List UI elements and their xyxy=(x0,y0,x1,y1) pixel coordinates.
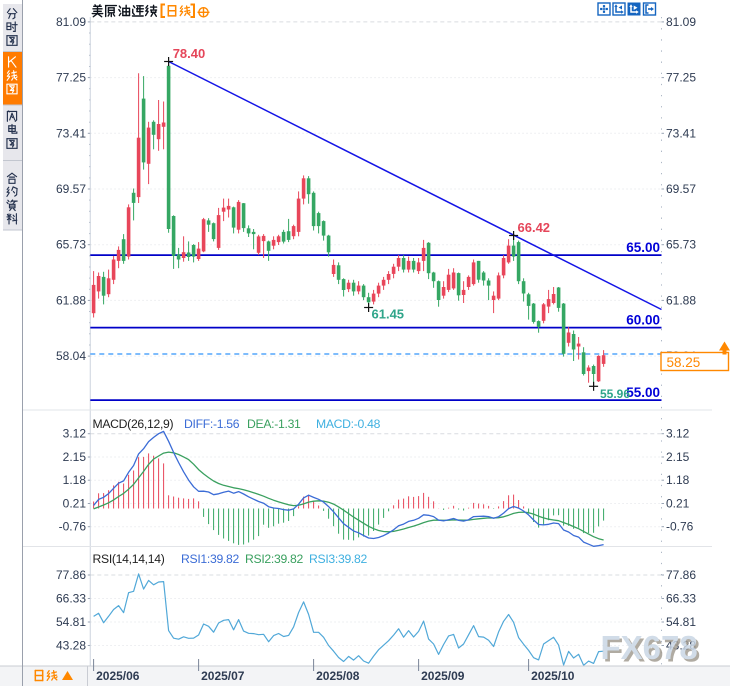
svg-text:FX678: FX678 xyxy=(601,629,698,666)
svg-text:1.18: 1.18 xyxy=(666,473,690,487)
svg-text:73.41: 73.41 xyxy=(56,126,86,140)
svg-text:43.28: 43.28 xyxy=(56,639,86,653)
svg-text:RSI1:39.82: RSI1:39.82 xyxy=(181,552,240,566)
svg-text:DEA:-1.31: DEA:-1.31 xyxy=(247,417,301,431)
svg-text:65.73: 65.73 xyxy=(666,238,696,252)
svg-text:-0.76: -0.76 xyxy=(666,520,694,534)
svg-text:77.86: 77.86 xyxy=(56,568,86,582)
svg-text:58.04: 58.04 xyxy=(56,349,86,363)
svg-text:54.81: 54.81 xyxy=(666,615,696,629)
svg-text:77.25: 77.25 xyxy=(56,71,86,85)
svg-text:66.33: 66.33 xyxy=(56,592,86,606)
svg-text:2.15: 2.15 xyxy=(63,450,87,464)
svg-text:0.21: 0.21 xyxy=(63,497,87,511)
svg-text:DIFF:-1.56: DIFF:-1.56 xyxy=(184,417,240,431)
svg-text:55.96: 55.96 xyxy=(600,387,630,401)
svg-text:77.86: 77.86 xyxy=(666,568,696,582)
svg-text:0.21: 0.21 xyxy=(666,497,690,511)
svg-text:2025/09: 2025/09 xyxy=(421,669,465,683)
svg-text:MACD:-0.48: MACD:-0.48 xyxy=(316,417,381,431)
svg-text:61.45: 61.45 xyxy=(372,307,405,322)
svg-text:2025/07: 2025/07 xyxy=(201,669,245,683)
svg-text:RSI3:39.82: RSI3:39.82 xyxy=(309,552,368,566)
svg-text:MACD(26,12,9): MACD(26,12,9) xyxy=(93,417,174,431)
svg-text:1.18: 1.18 xyxy=(63,473,87,487)
svg-text:78.40: 78.40 xyxy=(173,46,206,61)
svg-text:RSI2:39.82: RSI2:39.82 xyxy=(245,552,304,566)
svg-text:65.73: 65.73 xyxy=(56,238,86,252)
svg-text:3.12: 3.12 xyxy=(63,427,87,441)
svg-text:3.12: 3.12 xyxy=(666,427,690,441)
svg-text:-0.76: -0.76 xyxy=(59,520,87,534)
svg-text:RSI(14,14,14): RSI(14,14,14) xyxy=(93,552,165,566)
svg-text:81.09: 81.09 xyxy=(56,15,86,29)
svg-text:43.28: 43.28 xyxy=(666,639,696,653)
svg-text:55.00: 55.00 xyxy=(626,385,660,400)
svg-text:73.41: 73.41 xyxy=(666,126,696,140)
svg-text:66.33: 66.33 xyxy=(666,592,696,606)
svg-text:69.57: 69.57 xyxy=(56,182,86,196)
svg-text:61.88: 61.88 xyxy=(56,293,86,307)
svg-text:60.00: 60.00 xyxy=(626,313,660,328)
svg-text:2025/06: 2025/06 xyxy=(96,669,140,683)
svg-text:58.25: 58.25 xyxy=(667,355,701,370)
svg-text:2025/10: 2025/10 xyxy=(531,669,575,683)
svg-text:2025/08: 2025/08 xyxy=(316,669,360,683)
svg-text:61.88: 61.88 xyxy=(666,293,696,307)
svg-text:65.00: 65.00 xyxy=(626,240,660,255)
svg-text:77.25: 77.25 xyxy=(666,71,696,85)
svg-text:FX678: FX678 xyxy=(603,632,700,669)
svg-text:81.09: 81.09 xyxy=(666,15,696,29)
svg-text:66.42: 66.42 xyxy=(518,220,551,235)
svg-text:69.57: 69.57 xyxy=(666,182,696,196)
svg-text:54.81: 54.81 xyxy=(56,615,86,629)
svg-text:2.15: 2.15 xyxy=(666,450,690,464)
